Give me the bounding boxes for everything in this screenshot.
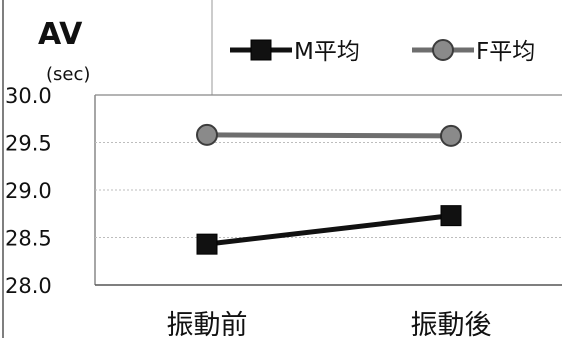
legend-label: M平均 (294, 39, 360, 65)
x-axis-categories: 振動前 振動後 (167, 310, 492, 338)
data-point-circle (196, 123, 218, 146)
gridlines (95, 142, 562, 238)
x-category-label: 振動後 (411, 310, 492, 338)
y-axis-unit: (sec) (46, 64, 90, 85)
x-category-label: 振動前 (167, 310, 248, 338)
data-point-square (196, 233, 218, 255)
series-lines (196, 123, 462, 255)
legend-label: F平均 (476, 39, 535, 65)
legend-marker-circle (432, 39, 454, 61)
y-tick-label: 28.0 (5, 274, 52, 298)
chart-title: AV (38, 17, 83, 52)
data-point-square (440, 205, 462, 227)
y-tick-label: 29.0 (5, 179, 52, 203)
data-point-circle (440, 124, 462, 147)
series-line-1 (206, 213, 452, 247)
y-tick-label: 30.0 (5, 84, 52, 108)
legend: M平均 F平均 (230, 39, 535, 65)
y-tick-label: 29.5 (5, 132, 52, 156)
legend-marker-square (250, 39, 272, 61)
y-tick-label: 28.5 (5, 227, 52, 251)
y-axis-ticks: 30.0 29.5 29.0 28.5 28.0 (5, 84, 52, 298)
series-line-2 (206, 132, 452, 139)
